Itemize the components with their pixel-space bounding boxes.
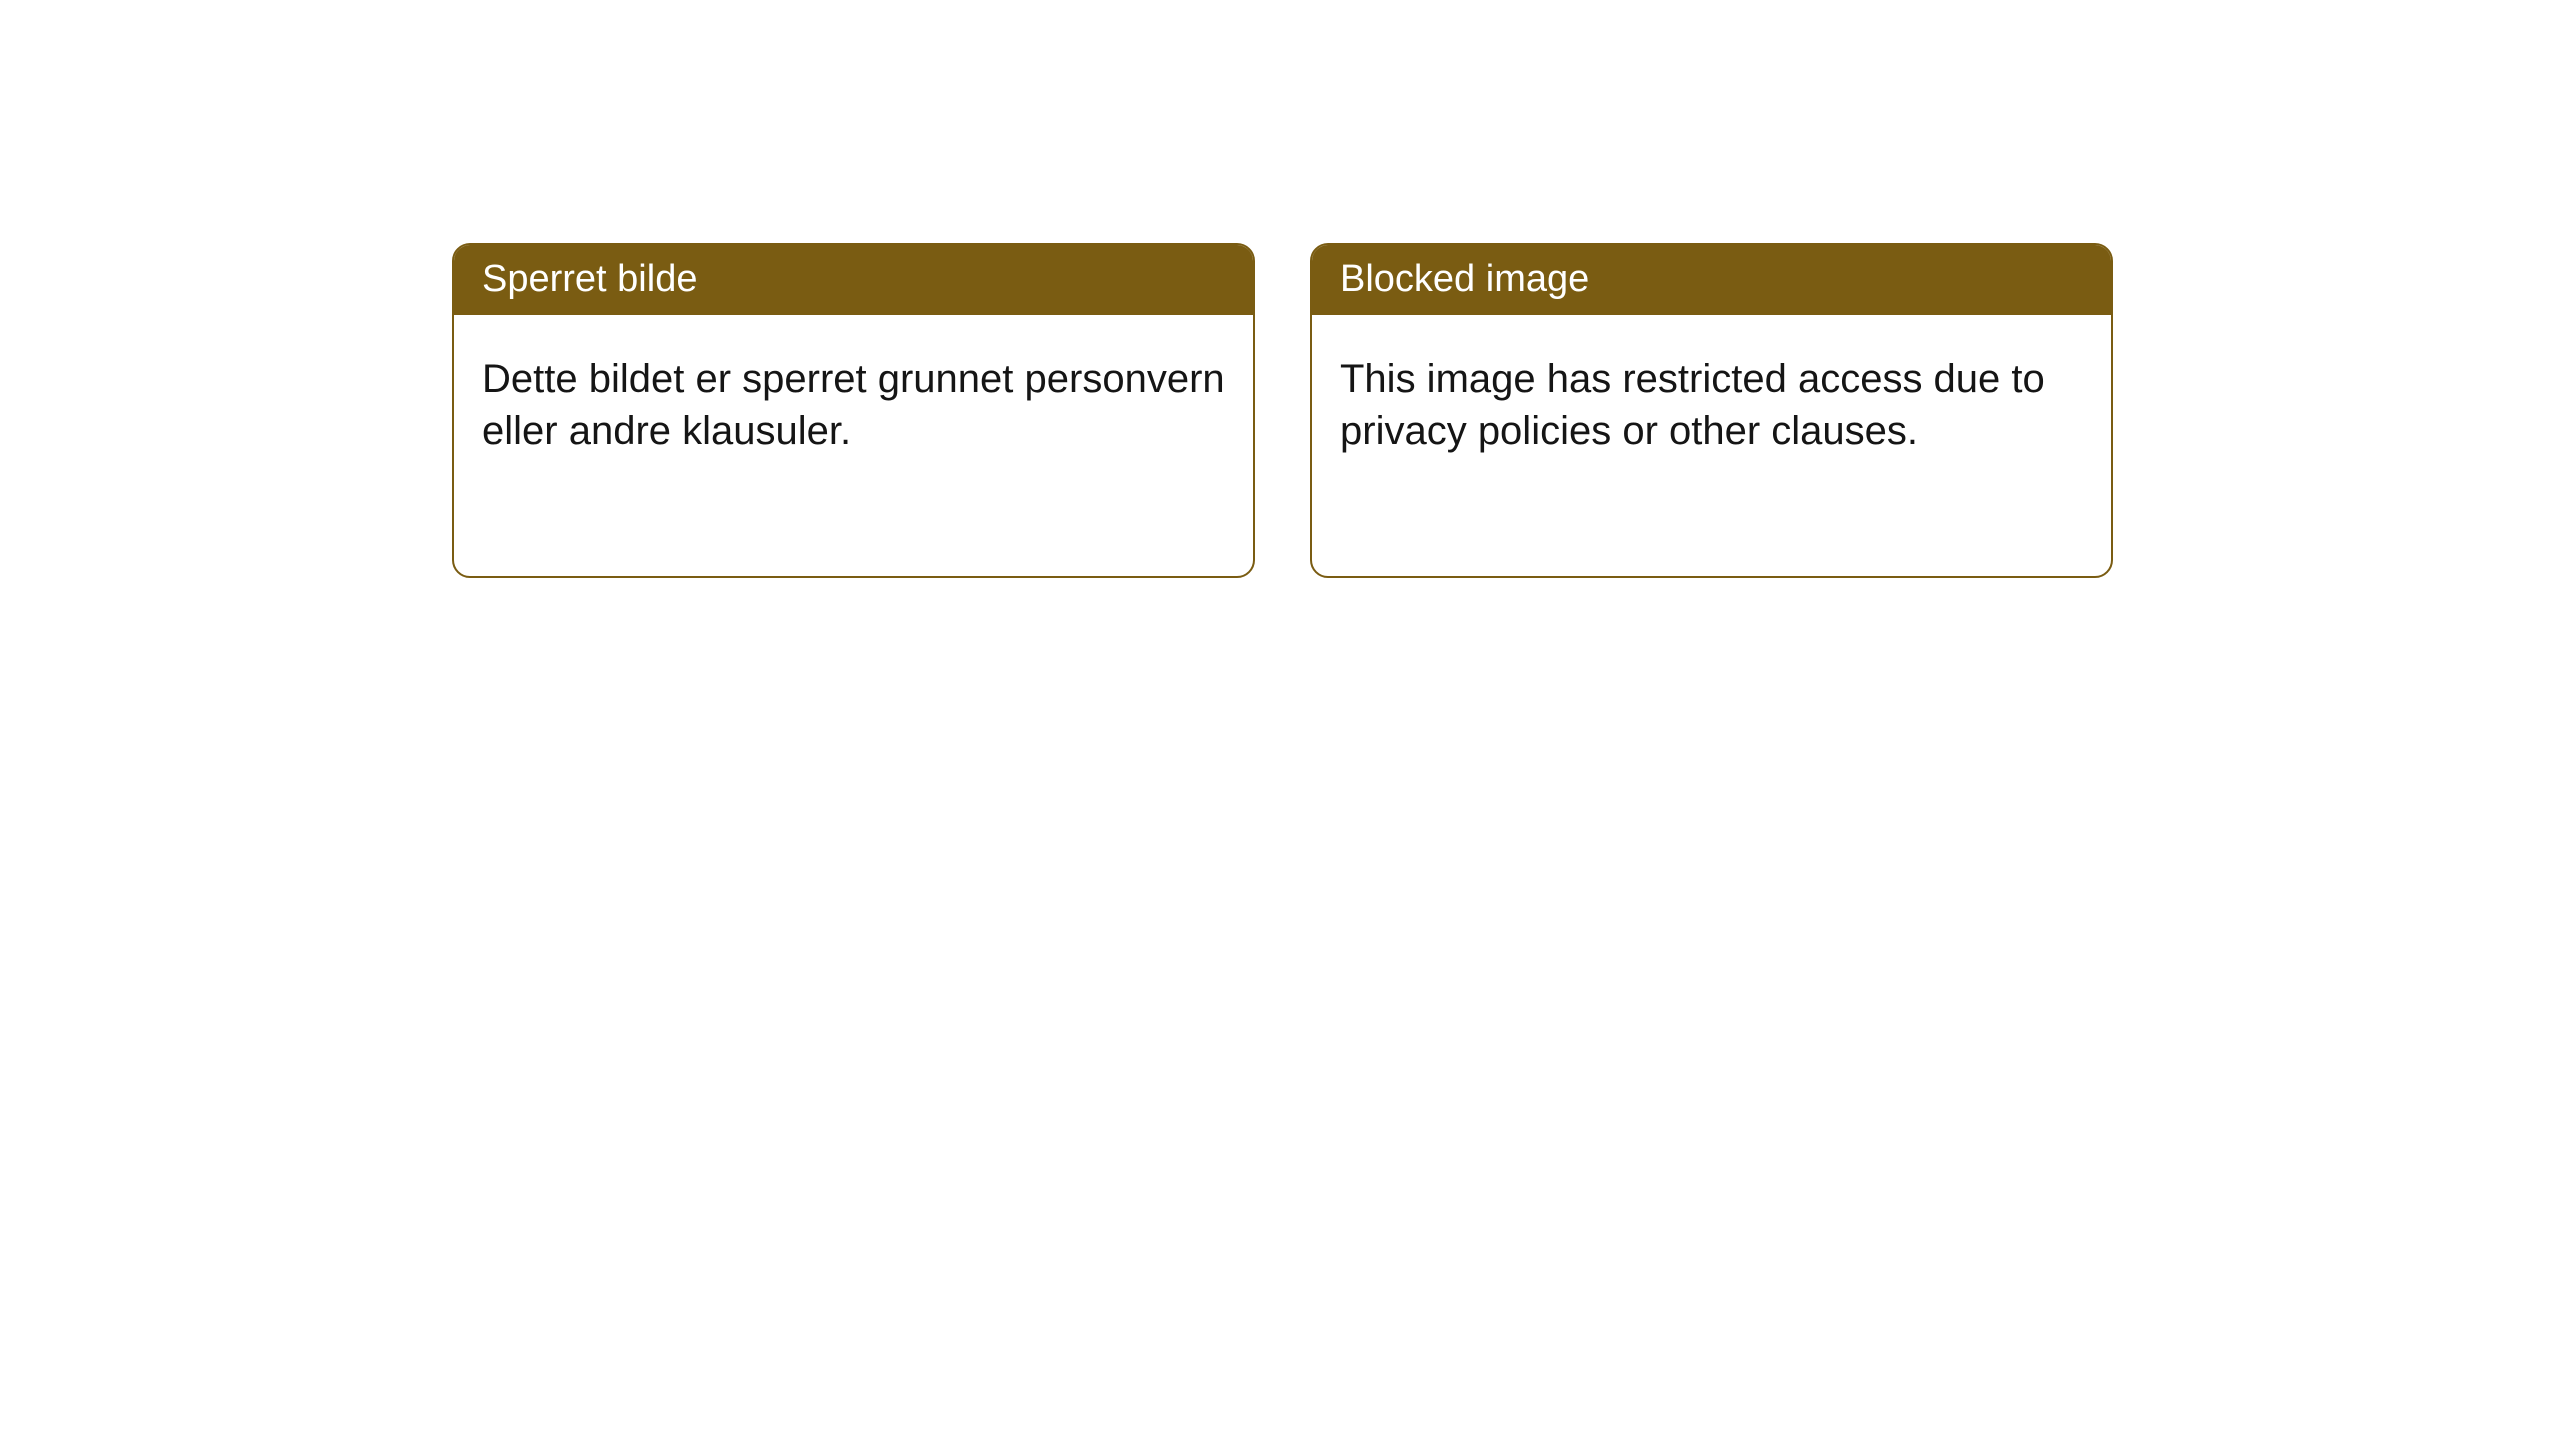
card-title: Blocked image	[1340, 258, 1589, 300]
card-body: Dette bildet er sperret grunnet personve…	[454, 315, 1253, 485]
card-title: Sperret bilde	[482, 258, 697, 300]
card-header: Blocked image	[1312, 245, 2111, 315]
card-header: Sperret bilde	[454, 245, 1253, 315]
notice-cards-container: Sperret bilde Dette bildet er sperret gr…	[452, 243, 2113, 578]
notice-card-norwegian: Sperret bilde Dette bildet er sperret gr…	[452, 243, 1255, 578]
card-body-text: Dette bildet er sperret grunnet personve…	[482, 357, 1225, 453]
notice-card-english: Blocked image This image has restricted …	[1310, 243, 2113, 578]
card-body: This image has restricted access due to …	[1312, 315, 2111, 485]
card-body-text: This image has restricted access due to …	[1340, 357, 2045, 453]
